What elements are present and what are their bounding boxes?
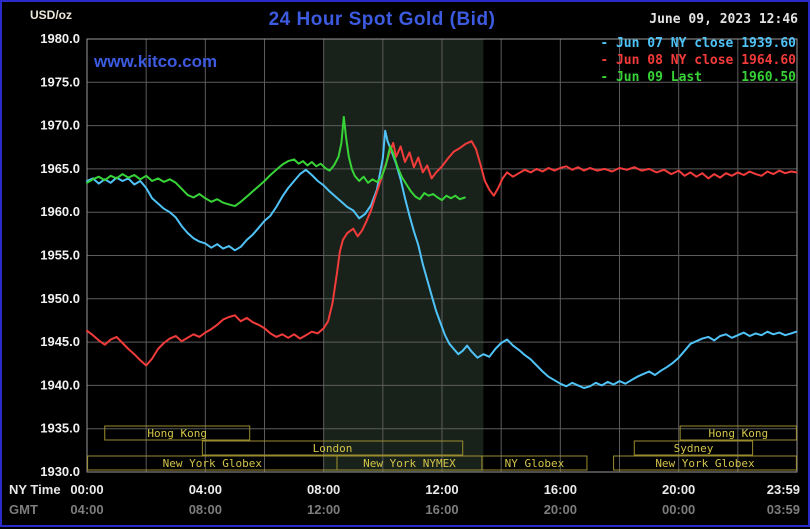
x-axis-tick-ny: 08:00 xyxy=(307,482,340,497)
x-axis-tick-gmt: 08:00 xyxy=(189,502,222,517)
x-axis-tick-gmt: 03:59 xyxy=(767,502,800,517)
legend: - Jun 07 NY close 1939.60 - Jun 08 NY clo… xyxy=(600,35,796,86)
x-axis-tick-ny: 23:59 xyxy=(767,482,800,497)
series-line-jun-09 xyxy=(86,115,466,208)
x-axis-tick-ny: 16:00 xyxy=(544,482,577,497)
y-axis-tick: 1940.0 xyxy=(40,377,80,392)
session-box xyxy=(633,440,754,456)
x-axis-tick-gmt: 04:00 xyxy=(70,502,103,517)
plot-border xyxy=(86,38,798,473)
y-axis-tick: 1960.0 xyxy=(40,204,80,219)
session-label: Hong Kong xyxy=(147,427,207,440)
x-axis-tick-gmt: 20:00 xyxy=(544,502,577,517)
session-label: New York NYMEX xyxy=(363,457,456,470)
x-axis-tick-ny: 20:00 xyxy=(662,482,695,497)
kitco-watermark: www.kitco.com xyxy=(94,52,218,71)
y-axis-tick: 1975.0 xyxy=(40,74,80,89)
y-axis-tick: 1930.0 xyxy=(40,464,80,479)
x-axis-tick-gmt: 00:00 xyxy=(662,502,695,517)
legend-item: - Jun 07 NY close 1939.60 xyxy=(600,36,796,51)
series-line-jun-07 xyxy=(86,129,798,389)
gmt-axis-label: GMT xyxy=(9,502,38,517)
units-label: USD/oz xyxy=(30,8,72,22)
y-axis-tick: 1945.0 xyxy=(40,334,80,349)
session-box xyxy=(679,425,797,441)
session-label: New York Globex xyxy=(163,457,263,470)
x-axis-tick-ny: 12:00 xyxy=(425,482,458,497)
legend-item: - Jun 09 Last 1960.50 xyxy=(600,70,796,85)
x-axis-tick-gmt: 12:00 xyxy=(307,502,340,517)
series-line-jun-08 xyxy=(86,140,798,367)
session-label: New York Globex xyxy=(655,457,755,470)
x-axis-tick-ny: 00:00 xyxy=(70,482,103,497)
session-label: Hong Kong xyxy=(708,427,768,440)
y-axis-tick: 1980.0 xyxy=(40,31,80,46)
y-axis-tick: 1955.0 xyxy=(40,248,80,263)
y-axis-tick: 1970.0 xyxy=(40,118,80,133)
session-box xyxy=(613,455,797,471)
session-label: NY Globex xyxy=(505,457,565,470)
chart-title: 24 Hour Spot Gold (Bid) xyxy=(268,9,496,30)
ny-time-axis-label: NY Time xyxy=(9,482,61,497)
session-label: Sydney xyxy=(674,442,714,455)
session-box xyxy=(481,455,588,471)
x-axis-tick-gmt: 16:00 xyxy=(425,502,458,517)
legend-item: - Jun 08 NY close 1964.60 xyxy=(600,53,796,68)
session-box xyxy=(201,440,464,456)
session-box xyxy=(104,425,251,441)
y-axis-tick: 1965.0 xyxy=(40,161,80,176)
y-axis-tick: 1950.0 xyxy=(40,291,80,306)
y-axis-tick: 1935.0 xyxy=(40,421,80,436)
x-axis-tick-ny: 04:00 xyxy=(189,482,222,497)
session-label: London xyxy=(313,442,353,455)
datetime-label: June 09, 2023 12:46 xyxy=(649,12,798,27)
